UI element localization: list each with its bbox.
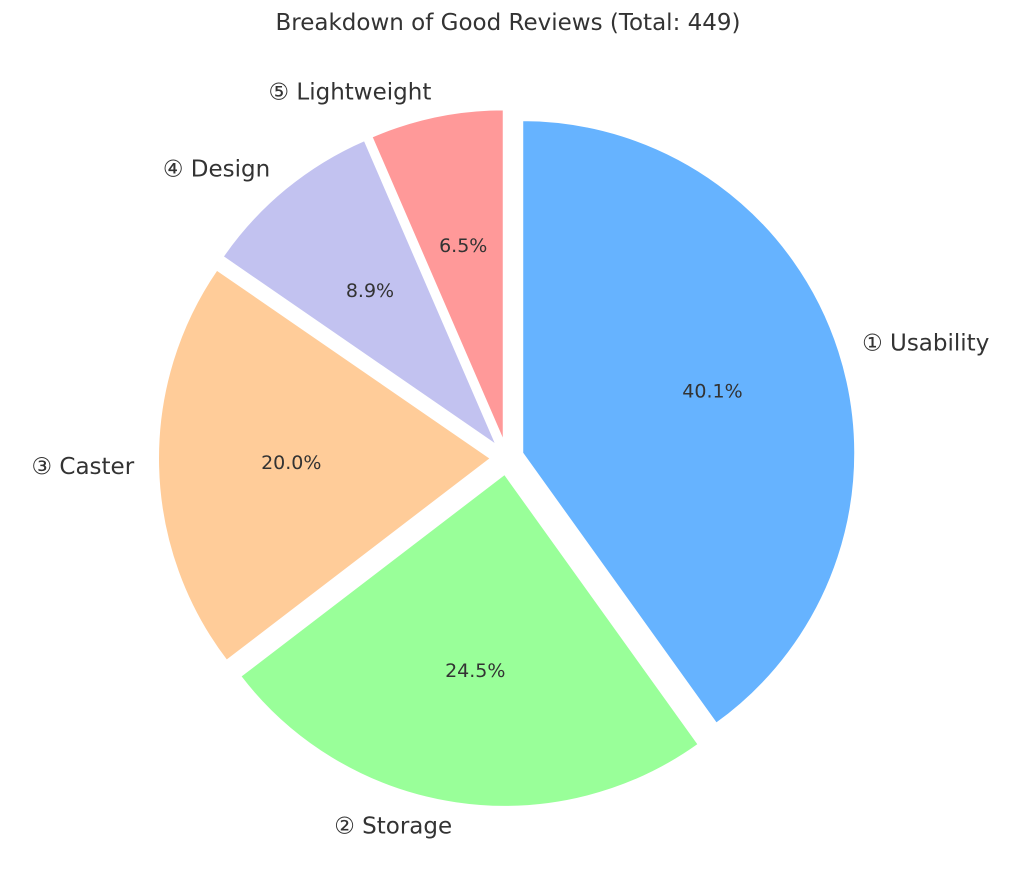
pie-slice	[157, 268, 493, 663]
slice-percent-label: 6.5%	[439, 235, 487, 257]
slice-percent-label: 40.1%	[682, 380, 742, 402]
chart-title: Breakdown of Good Reviews (Total: 449)	[275, 10, 741, 36]
slice-label: ① Usability	[862, 330, 989, 356]
pie-slice	[521, 119, 857, 726]
slice-percent-label: 24.5%	[445, 660, 505, 682]
pie-slice	[238, 472, 701, 808]
slice-percent-label: 20.0%	[261, 452, 321, 474]
slice-label: ③ Caster	[31, 454, 134, 480]
slice-label: ② Storage	[334, 813, 452, 839]
slice-percent-label: 8.9%	[346, 280, 394, 302]
pie-slice	[221, 138, 500, 449]
slice-label: ④ Design	[163, 156, 270, 182]
slice-label: ⑤ Lightweight	[268, 79, 431, 105]
pie-slice	[370, 108, 505, 443]
